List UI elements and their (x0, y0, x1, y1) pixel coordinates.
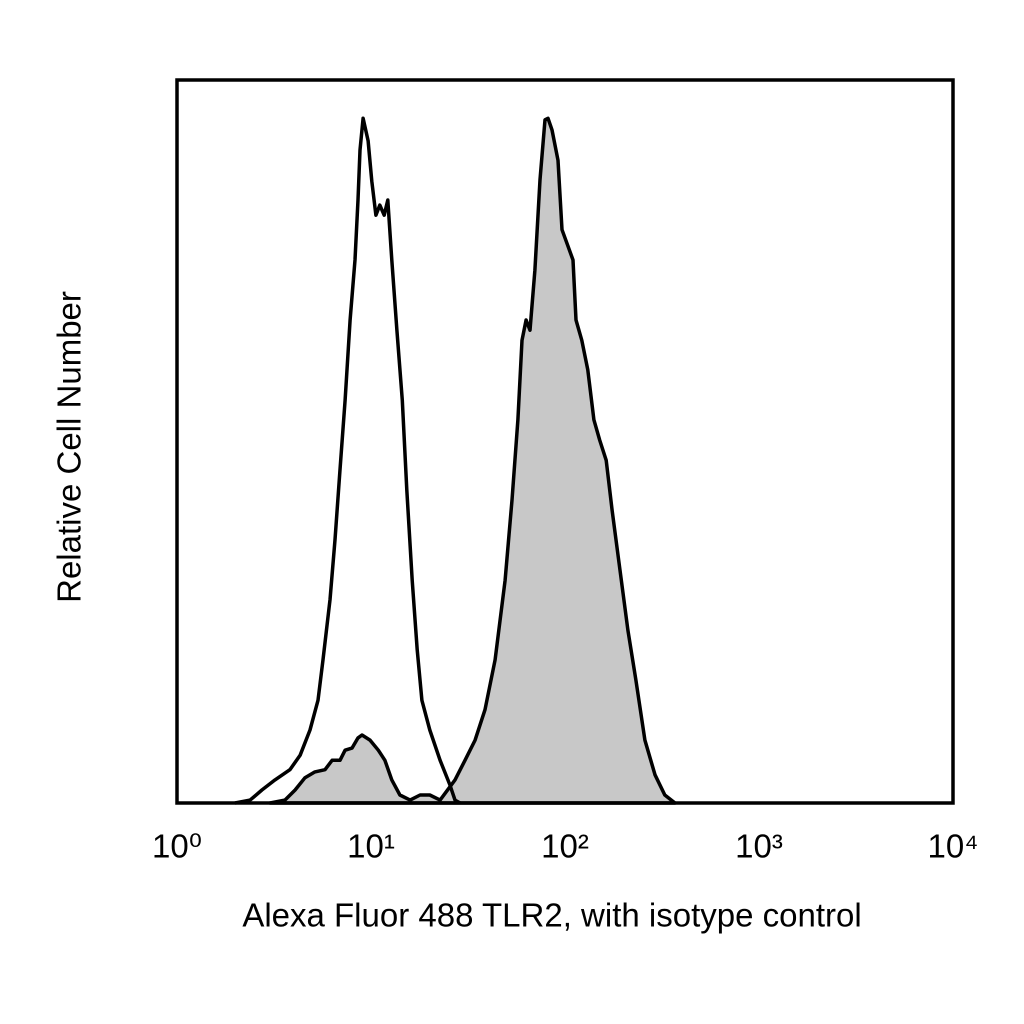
x-tick-label: 10⁰ (152, 828, 202, 865)
histogram-area (268, 116, 677, 805)
x-tick-label: 10¹ (347, 828, 395, 865)
y-axis-label: Relative Cell Number (51, 291, 88, 603)
x-tick-label: 10⁴ (928, 828, 979, 865)
x-tick-label: 10² (541, 828, 589, 865)
histogram-line (234, 116, 461, 805)
x-axis-label: Alexa Fluor 488 TLR2, with isotype contr… (242, 897, 861, 934)
x-tick-label: 10³ (735, 828, 783, 865)
plot-frame (175, 78, 955, 805)
